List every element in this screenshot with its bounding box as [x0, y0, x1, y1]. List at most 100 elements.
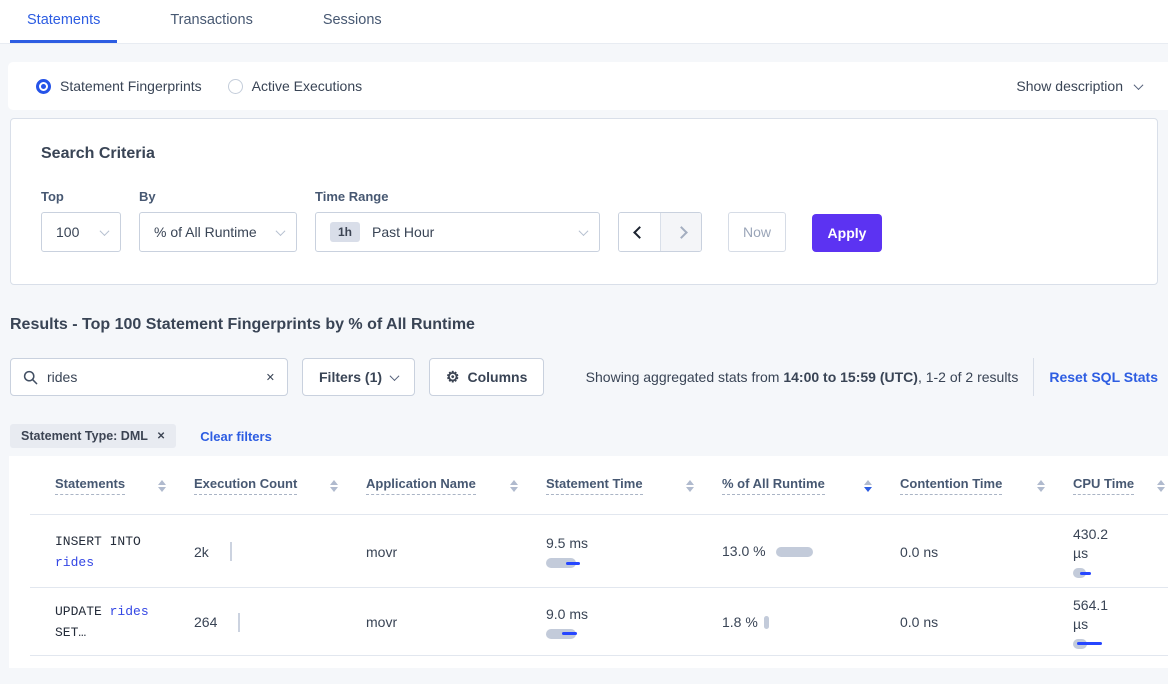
top-label: Top: [41, 189, 64, 204]
clear-filters-link[interactable]: Clear filters: [200, 428, 272, 444]
statement-time-value: 9.0 ms: [546, 605, 589, 622]
table-row: UPDATE rides SET… 264 movr 9.0 ms 1.8 % …: [9, 588, 1168, 656]
toolbar-divider: [1033, 358, 1035, 396]
show-description-toggle[interactable]: Show description: [1016, 78, 1144, 94]
contention-time-cell: 0.0 ns: [900, 614, 939, 630]
cpu-time-cell: 564.1 µs: [1073, 596, 1168, 649]
columns-button-label: Columns: [467, 369, 528, 385]
execution-count-value: 264: [194, 614, 218, 630]
columns-button[interactable]: ⚙ Columns: [429, 358, 545, 396]
clear-search-icon[interactable]: ✕: [265, 371, 275, 384]
sql-text: INSERT INTO: [55, 533, 141, 549]
gear-icon: ⚙: [446, 369, 460, 386]
table-header-row: Statements Execution Count Application N…: [9, 456, 1168, 515]
sql-text: UPDATE: [55, 604, 110, 619]
stats-result-count: , 1-2 of 2 results: [917, 369, 1019, 385]
application-name-cell: movr: [366, 614, 398, 630]
show-description-label: Show description: [1016, 78, 1123, 94]
time-range-select[interactable]: 1h Past Hour: [315, 212, 600, 252]
radio-unselected-icon: [227, 78, 243, 94]
stats-time-range: 14:00 to 15:59 (UTC): [783, 369, 918, 385]
time-range-field-group: Time Range 1h Past Hour: [315, 189, 600, 252]
radio-statement-fingerprints[interactable]: Statement Fingerprints: [36, 78, 202, 94]
column-header-execution-count[interactable]: Execution Count: [194, 476, 366, 495]
apply-button[interactable]: Apply: [812, 214, 882, 252]
column-header-label: Application Name: [366, 476, 476, 495]
chevron-down-icon: [275, 225, 286, 236]
statement-time-bar: [546, 558, 722, 568]
chevron-down-icon: [1133, 79, 1144, 90]
column-header-statements[interactable]: Statements: [55, 476, 194, 495]
column-header-statement-time[interactable]: Statement Time: [546, 476, 722, 495]
time-nav-group: [618, 212, 702, 252]
statement-time-cell: 9.0 ms: [546, 606, 722, 639]
column-header-contention-time[interactable]: Contention Time: [900, 476, 1073, 495]
by-label: By: [139, 189, 156, 204]
filters-button[interactable]: Filters (1): [302, 358, 416, 396]
radio-statement-fingerprints-label: Statement Fingerprints: [60, 78, 202, 94]
sort-icon[interactable]: [686, 479, 694, 492]
chevron-down-icon: [389, 370, 400, 381]
sql-text: SET…: [55, 625, 87, 640]
tab-sessions-label: Sessions: [322, 12, 382, 28]
column-header-pct-runtime[interactable]: % of All Runtime: [722, 476, 900, 495]
time-range-badge: 1h: [330, 222, 361, 242]
column-header-label: % of All Runtime: [722, 476, 825, 495]
search-criteria-card: Search Criteria Top 100 By % of All Runt…: [10, 118, 1158, 285]
previous-interval-button[interactable]: [619, 213, 660, 251]
by-select[interactable]: % of All Runtime: [139, 212, 297, 252]
column-header-label: Contention Time: [900, 476, 1003, 495]
statement-time-cell: 9.5 ms: [546, 535, 722, 568]
sort-icon[interactable]: [1157, 479, 1165, 492]
radio-active-executions-label: Active Executions: [251, 78, 363, 94]
application-name-cell: movr: [366, 543, 398, 560]
statement-time-value: 9.5 ms: [546, 535, 589, 551]
chevron-right-icon: [674, 225, 688, 239]
sort-icon[interactable]: [330, 479, 338, 492]
sort-icon[interactable]: [1037, 479, 1045, 492]
search-input[interactable]: [47, 369, 266, 385]
filter-chip-statement-type[interactable]: Statement Type: DML ✕: [10, 424, 177, 448]
statements-table: Statements Execution Count Application N…: [9, 456, 1168, 668]
pct-runtime-cell: 1.8 %: [722, 614, 900, 630]
filter-chip-row: Statement Type: DML ✕ Clear filters: [10, 424, 1158, 448]
next-interval-button[interactable]: [660, 213, 701, 251]
now-button[interactable]: Now: [728, 212, 786, 252]
chevron-down-icon: [578, 225, 589, 236]
statement-link[interactable]: rides: [55, 554, 95, 570]
execution-count-cell: 264: [194, 612, 366, 632]
column-header-cpu-time[interactable]: CPU Time: [1073, 476, 1168, 495]
sort-icon[interactable]: [158, 479, 166, 492]
cpu-time-bar: [1073, 638, 1168, 649]
time-range-label: Time Range: [315, 189, 389, 204]
column-header-label: CPU Time: [1073, 476, 1135, 495]
remove-filter-icon[interactable]: ✕: [156, 430, 166, 442]
tab-transactions-label: Transactions: [170, 12, 253, 28]
top-select[interactable]: 100: [41, 212, 121, 252]
search-criteria-title: Search Criteria: [41, 145, 155, 162]
tab-sessions[interactable]: Sessions: [306, 0, 399, 43]
cpu-time-value: 564.1 µs: [1073, 596, 1109, 632]
sort-icon-active-desc[interactable]: [864, 479, 872, 492]
radio-active-executions[interactable]: Active Executions: [227, 78, 363, 94]
tab-transactions[interactable]: Transactions: [153, 0, 269, 43]
column-header-application-name[interactable]: Application Name: [366, 476, 546, 495]
aggregated-stats-note: Showing aggregated stats from 14:00 to 1…: [586, 369, 1019, 385]
tab-statements[interactable]: Statements: [10, 0, 118, 43]
pct-runtime-value: 1.8 %: [722, 614, 758, 630]
radio-selected-icon: [36, 78, 51, 94]
cpu-time-cell: 430.2 µs: [1073, 525, 1168, 578]
column-header-label: Statements: [55, 476, 126, 495]
execution-count-bar: [238, 612, 241, 632]
pct-runtime-bar: [776, 546, 813, 557]
execution-count-value: 2k: [194, 543, 209, 560]
reset-sql-stats-link[interactable]: Reset SQL Stats: [1049, 369, 1158, 385]
chevron-left-icon: [633, 225, 646, 239]
execution-count-cell: 2k: [194, 542, 366, 561]
sort-icon[interactable]: [510, 479, 518, 492]
statement-link[interactable]: rides: [109, 604, 149, 619]
pct-runtime-bar: [763, 615, 769, 629]
top-tab-bar: Statements Transactions Sessions: [0, 0, 1168, 44]
tab-statements-label: Statements: [27, 12, 101, 28]
contention-time-cell: 0.0 ns: [900, 543, 939, 560]
